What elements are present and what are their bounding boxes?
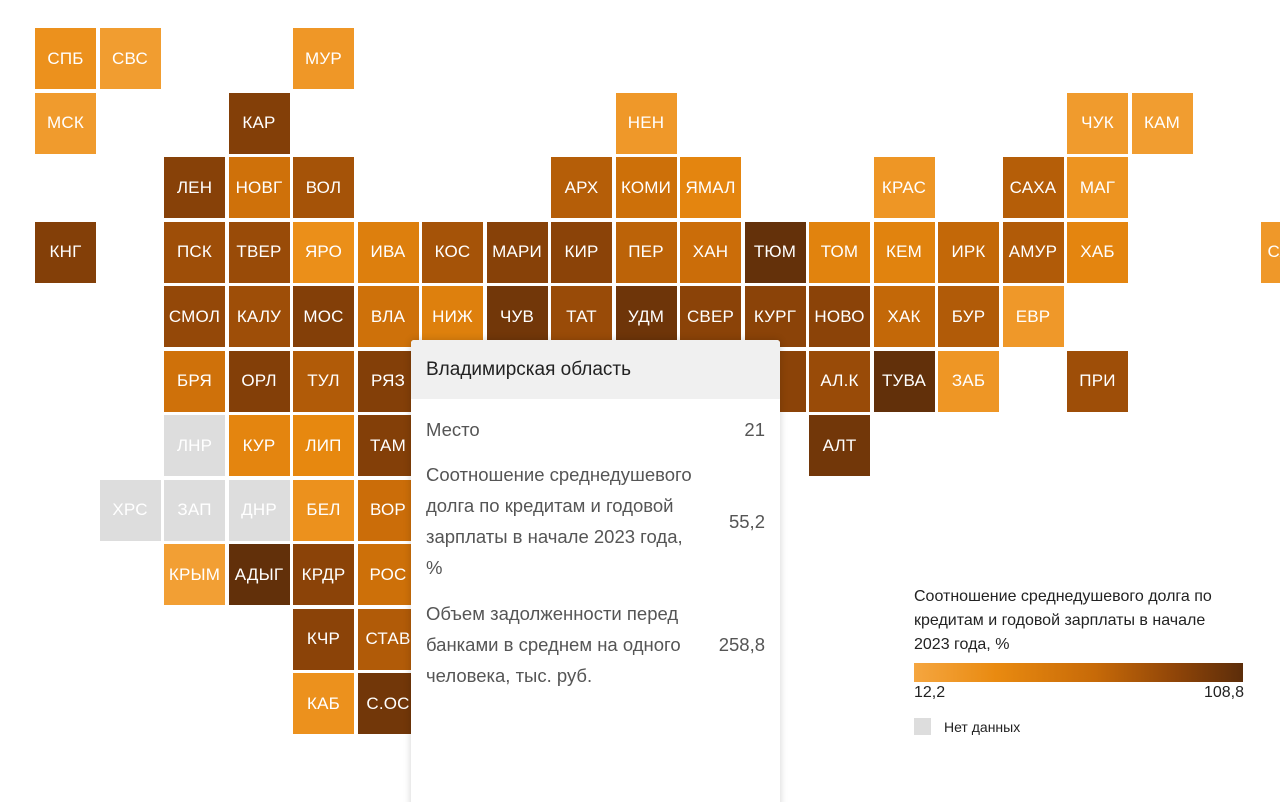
ratio-value: 55,2 [728, 510, 765, 532]
region-tile-28[interactable]: ТОМ [809, 221, 870, 283]
region-tile-47[interactable]: ЕВР [1002, 286, 1064, 347]
legend: Соотношение среднедушевого долга по кред… [914, 585, 1244, 735]
region-tile-51[interactable]: РЯЗ [357, 350, 419, 412]
nodata-label: Нет данных [944, 718, 1021, 735]
region-tile-14[interactable]: КРАС [873, 157, 935, 218]
region-tile-68[interactable]: АДЫГ [228, 544, 290, 605]
region-tile-44[interactable]: НОВО [809, 286, 870, 347]
legend-gradient-bar [914, 663, 1243, 682]
region-tile-7[interactable]: КАМ [1131, 92, 1193, 154]
region-tile-3[interactable]: МСК [35, 92, 96, 154]
region-tile-13[interactable]: ЯМАЛ [680, 157, 741, 218]
region-tile-57[interactable]: ЛНР [164, 415, 225, 476]
region-tile-33[interactable]: СХЛН [1260, 221, 1280, 283]
region-tile-20[interactable]: ЯРО [293, 221, 354, 283]
region-tile-19[interactable]: ТВЕР [228, 221, 290, 283]
region-tile-16[interactable]: МАГ [1067, 157, 1128, 218]
region-tile-25[interactable]: ПЕР [615, 221, 677, 283]
place-value: 21 [744, 419, 765, 440]
tooltip-row-place: Место 21 [411, 414, 780, 445]
region-tile-61[interactable]: АЛТ [809, 415, 870, 476]
region-tile-18[interactable]: ПСК [164, 221, 225, 283]
region-tile-21[interactable]: ИВА [357, 221, 419, 283]
region-tile-5[interactable]: НЕН [615, 92, 677, 154]
region-tile-34[interactable]: СМОЛ [164, 286, 225, 347]
region-tile-66[interactable]: ВОР [357, 479, 419, 541]
region-tile-8[interactable]: ЛЕН [164, 157, 225, 218]
region-tile-36[interactable]: МОС [293, 286, 354, 347]
region-tile-50[interactable]: ТУЛ [293, 350, 354, 412]
region-tile-58[interactable]: КУР [228, 415, 290, 476]
legend-scale: 12,2 108,8 [914, 684, 1244, 702]
region-tile-41[interactable]: УДМ [615, 286, 677, 347]
region-tile-6[interactable]: ЧУК [1067, 92, 1128, 154]
region-tile-73[interactable]: КАБ [293, 673, 354, 734]
region-tile-11[interactable]: АРХ [551, 157, 612, 218]
region-tile-55[interactable]: ЗАБ [938, 350, 999, 412]
region-tile-69[interactable]: КРДР [293, 544, 354, 605]
region-tile-43[interactable]: КУРГ [744, 286, 806, 347]
region-tile-4[interactable]: КАР [228, 92, 290, 154]
region-tile-64[interactable]: ДНР [228, 479, 290, 541]
legend-max-label: 108,8 [1203, 684, 1244, 701]
region-tile-45[interactable]: ХАК [873, 286, 935, 347]
region-tile-70[interactable]: РОС [357, 544, 419, 605]
region-tile-67[interactable]: КРЫМ [164, 544, 225, 605]
region-tile-9[interactable]: НОВГ [228, 157, 290, 218]
region-tile-27[interactable]: ТЮМ [744, 221, 806, 283]
region-tile-35[interactable]: КАЛУ [228, 286, 290, 347]
region-tile-0[interactable]: СПБ [35, 28, 96, 89]
region-tile-30[interactable]: ИРК [938, 221, 999, 283]
region-tile-15[interactable]: САХА [1002, 157, 1064, 218]
region-tile-40[interactable]: ТАТ [551, 286, 612, 347]
region-tile-42[interactable]: СВЕР [680, 286, 741, 347]
region-tile-59[interactable]: ЛИП [293, 415, 354, 476]
legend-nodata: Нет данных [914, 718, 1244, 735]
region-tile-54[interactable]: ТУВА [873, 350, 935, 412]
region-tile-10[interactable]: ВОЛ [293, 157, 354, 218]
legend-title: Соотношение среднедушевого долга по кред… [914, 588, 1212, 653]
nodata-swatch [914, 718, 931, 735]
region-tile-1[interactable]: СВС [99, 28, 161, 89]
region-tile-39[interactable]: ЧУВ [486, 286, 548, 347]
region-tile-12[interactable]: КОМИ [615, 157, 677, 218]
region-tile-31[interactable]: АМУР [1002, 221, 1064, 283]
region-tile-29[interactable]: КЕМ [873, 221, 935, 283]
region-tile-24[interactable]: КИР [551, 221, 612, 283]
region-tile-74[interactable]: С.ОС [357, 673, 419, 734]
tooltip-row-ratio: Соотношение среднедушевого долга по кред… [411, 459, 780, 583]
region-tile-26[interactable]: ХАН [680, 221, 741, 283]
region-tile-49[interactable]: ОРЛ [228, 350, 290, 412]
region-tile-17[interactable]: КНГ [35, 221, 96, 283]
tooltip-row-debt: Объем задолженности перед банками в сред… [411, 598, 780, 691]
region-tile-71[interactable]: КЧР [293, 608, 354, 670]
ratio-label: Соотношение среднедушевого долга по кред… [426, 464, 692, 578]
region-tile-56[interactable]: ПРИ [1067, 350, 1128, 412]
debt-label: Объем задолженности перед банками в сред… [426, 603, 681, 686]
region-tile-62[interactable]: ХРС [99, 479, 161, 541]
legend-min-label: 12,2 [914, 684, 946, 701]
place-label: Место [426, 419, 480, 440]
region-tile-65[interactable]: БЕЛ [293, 479, 354, 541]
region-tile-63[interactable]: ЗАП [164, 479, 225, 541]
region-tile-37[interactable]: ВЛА [355, 284, 421, 349]
region-tile-60[interactable]: ТАМ [357, 415, 419, 476]
region-tile-2[interactable]: МУР [293, 28, 354, 89]
region-tile-22[interactable]: КОС [422, 221, 483, 283]
region-tile-32[interactable]: ХАБ [1067, 221, 1128, 283]
tooltip-title: Владимирская область [411, 340, 780, 399]
region-tile-38[interactable]: НИЖ [422, 286, 483, 347]
debt-value: 258,8 [718, 634, 765, 655]
region-tile-53[interactable]: АЛ.К [809, 350, 870, 412]
region-tile-72[interactable]: СТАВ [357, 608, 419, 670]
region-tile-46[interactable]: БУР [938, 286, 999, 347]
region-tile-48[interactable]: БРЯ [164, 350, 225, 412]
region-tile-23[interactable]: МАРИ [486, 221, 548, 283]
region-tooltip: Владимирская область Место 21 Соотношени… [411, 340, 780, 802]
